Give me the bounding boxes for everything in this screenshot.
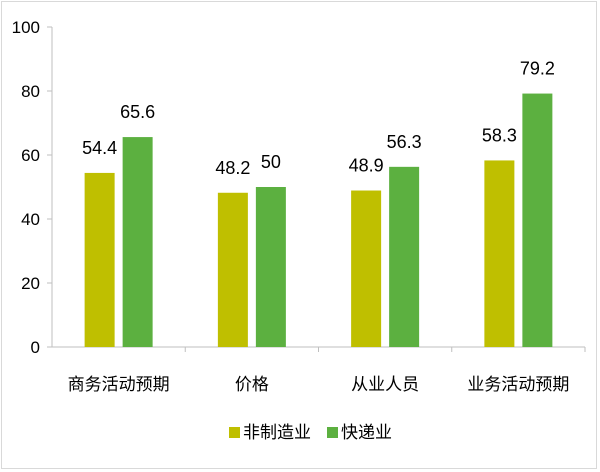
axes: 0 20 40 60 80 100 商务活动预期 价格 从业人员 业务活动预期 <box>12 18 586 395</box>
legend: 非制造业 快递业 <box>229 423 392 443</box>
bar-express-0 <box>122 137 153 347</box>
bar-non-manufacturing-1 <box>217 192 248 347</box>
data-label: 48.2 <box>215 158 250 178</box>
data-label: 50 <box>261 152 281 172</box>
legend-label: 非制造业 <box>243 423 311 443</box>
legend-swatch <box>229 427 240 438</box>
bar-express-3 <box>522 93 553 347</box>
bar-express-2 <box>389 166 420 347</box>
y-tick-label: 60 <box>21 146 40 165</box>
x-category-label: 价格 <box>235 375 269 395</box>
data-label: 65.6 <box>120 102 155 122</box>
y-tick-label: 20 <box>21 274 40 293</box>
data-label: 48.9 <box>349 156 384 176</box>
bars <box>84 93 553 347</box>
data-label: 54.4 <box>82 138 117 158</box>
data-label: 56.3 <box>387 132 422 152</box>
y-tick-label: 80 <box>21 82 40 101</box>
y-tick-label: 40 <box>21 210 40 229</box>
bar-non-manufacturing-2 <box>351 190 382 347</box>
x-category-label: 业务活动预期 <box>467 375 569 395</box>
legend-label: 快递业 <box>341 423 392 443</box>
bar-non-manufacturing-3 <box>484 160 515 347</box>
x-category-label: 商务活动预期 <box>68 375 170 395</box>
y-tick-label: 0 <box>31 338 40 357</box>
y-tick-label: 100 <box>12 18 40 37</box>
bar-express-1 <box>255 187 286 347</box>
legend-swatch <box>327 427 338 438</box>
x-category-label: 从业人员 <box>351 375 419 395</box>
bar-non-manufacturing-0 <box>84 172 115 347</box>
data-label: 58.3 <box>482 125 517 145</box>
data-labels: 54.465.6 48.2 50 48.956.3 58.3 79.2 <box>82 59 555 178</box>
data-label: 79.2 <box>520 59 555 79</box>
